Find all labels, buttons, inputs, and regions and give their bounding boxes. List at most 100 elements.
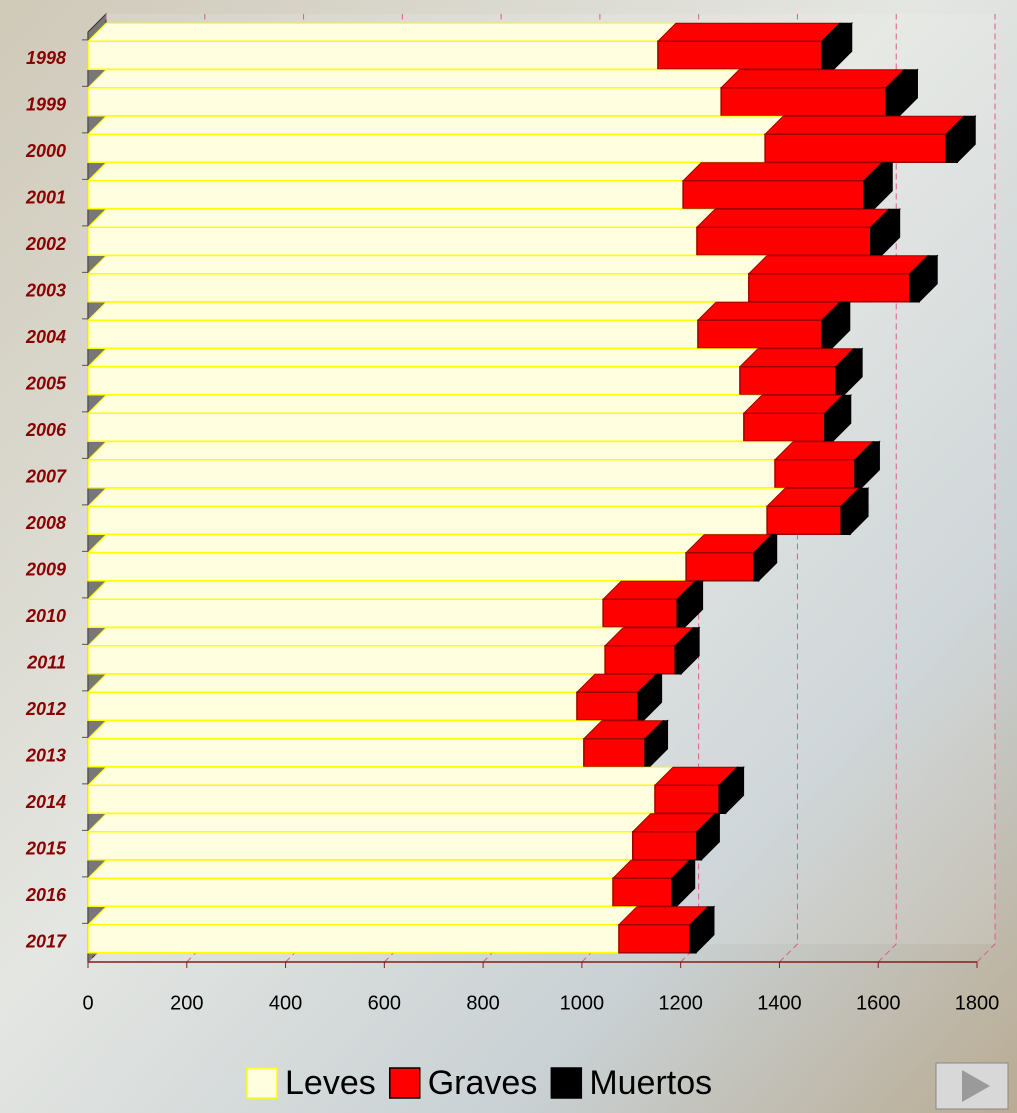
bar bbox=[689, 924, 697, 954]
bar bbox=[583, 738, 646, 768]
bar bbox=[87, 784, 656, 814]
bar-side bbox=[700, 812, 720, 861]
y-tick-label: 2001 bbox=[25, 188, 66, 208]
bar bbox=[87, 319, 699, 349]
y-tick-label: 2012 bbox=[25, 699, 66, 719]
bar bbox=[576, 691, 639, 721]
bar-top bbox=[86, 487, 787, 507]
bar bbox=[909, 273, 920, 303]
bar bbox=[87, 133, 766, 163]
y-tick-label: 2003 bbox=[25, 281, 66, 301]
bar bbox=[632, 831, 698, 861]
bar bbox=[739, 366, 837, 396]
bar bbox=[743, 412, 826, 442]
y-tick-label: 2002 bbox=[25, 234, 66, 254]
x-tick-label: 600 bbox=[368, 992, 401, 1014]
bar bbox=[682, 180, 865, 210]
bar-top bbox=[86, 69, 741, 89]
bar-side bbox=[849, 487, 869, 536]
bar-top bbox=[86, 208, 717, 228]
bar-top bbox=[86, 580, 623, 600]
bar bbox=[885, 87, 901, 117]
y-tick-label: 2015 bbox=[25, 839, 67, 859]
y-tick-label: 2005 bbox=[25, 374, 67, 394]
bar bbox=[821, 40, 835, 70]
bar bbox=[840, 505, 851, 535]
bar bbox=[753, 552, 760, 582]
bar bbox=[657, 40, 823, 70]
bar bbox=[945, 133, 958, 163]
x-tick-label: 1200 bbox=[658, 992, 703, 1014]
bar-side bbox=[831, 301, 851, 350]
y-tick-label: 1998 bbox=[26, 48, 66, 68]
bar bbox=[863, 180, 876, 210]
bar bbox=[87, 598, 604, 628]
bar-side bbox=[918, 254, 938, 303]
next-slide-button[interactable] bbox=[935, 1062, 1009, 1110]
bar bbox=[87, 924, 620, 954]
bar bbox=[674, 645, 682, 675]
x-tick-label: 1000 bbox=[560, 992, 605, 1014]
x-tick-label: 200 bbox=[170, 992, 203, 1014]
x-tick-label: 800 bbox=[466, 992, 499, 1014]
bar bbox=[87, 645, 606, 675]
bar-top bbox=[747, 255, 930, 275]
bar-side bbox=[898, 68, 918, 117]
bar bbox=[604, 645, 676, 675]
y-tick-label: 1999 bbox=[26, 95, 66, 115]
bar-side bbox=[649, 719, 669, 768]
bar bbox=[87, 505, 768, 535]
bar-top bbox=[86, 441, 795, 461]
legend-swatch bbox=[246, 1067, 278, 1099]
bar-side bbox=[881, 208, 901, 257]
bar-top bbox=[86, 720, 604, 740]
bar-top bbox=[738, 348, 855, 368]
bar-side bbox=[725, 766, 745, 815]
y-tick-label: 2007 bbox=[25, 467, 67, 487]
bar bbox=[718, 784, 727, 814]
bar-top bbox=[86, 813, 652, 833]
y-tick-label: 2000 bbox=[25, 141, 66, 161]
bar-top bbox=[86, 22, 678, 42]
bar-top bbox=[719, 69, 906, 89]
bar bbox=[87, 459, 776, 489]
bar bbox=[697, 319, 823, 349]
bar-top bbox=[86, 766, 675, 786]
bar bbox=[87, 552, 687, 582]
x-tick-label: 400 bbox=[269, 992, 302, 1014]
x-tick-label: 1800 bbox=[955, 992, 1000, 1014]
bar-top bbox=[696, 301, 842, 321]
bar bbox=[720, 87, 887, 117]
bar bbox=[671, 877, 678, 907]
bar-side bbox=[956, 115, 976, 164]
bar-top bbox=[86, 534, 706, 554]
bar-side bbox=[843, 347, 863, 396]
bar-side bbox=[695, 905, 715, 954]
bar bbox=[748, 273, 911, 303]
bar bbox=[644, 738, 651, 768]
play-icon[interactable] bbox=[962, 1070, 990, 1102]
bar bbox=[766, 505, 842, 535]
x-tick-label: 1600 bbox=[856, 992, 901, 1014]
bar-top bbox=[86, 255, 769, 275]
y-tick-label: 2017 bbox=[25, 932, 67, 952]
bar bbox=[618, 924, 691, 954]
bar-top bbox=[86, 627, 625, 647]
bar bbox=[87, 691, 578, 721]
bar-top bbox=[656, 22, 842, 42]
bar bbox=[764, 133, 947, 163]
bar-side bbox=[833, 22, 853, 71]
bar-top bbox=[681, 162, 884, 182]
bar bbox=[824, 412, 834, 442]
bar bbox=[685, 552, 755, 582]
bar-side bbox=[758, 533, 778, 582]
bar bbox=[870, 226, 883, 256]
bar bbox=[87, 87, 722, 117]
bar bbox=[637, 691, 645, 721]
y-tick-label: 2006 bbox=[25, 420, 67, 440]
bar bbox=[821, 319, 833, 349]
y-tick-label: 2010 bbox=[25, 606, 66, 626]
y-tick-label: 2004 bbox=[25, 327, 66, 347]
bar bbox=[602, 598, 678, 628]
bar bbox=[87, 180, 684, 210]
